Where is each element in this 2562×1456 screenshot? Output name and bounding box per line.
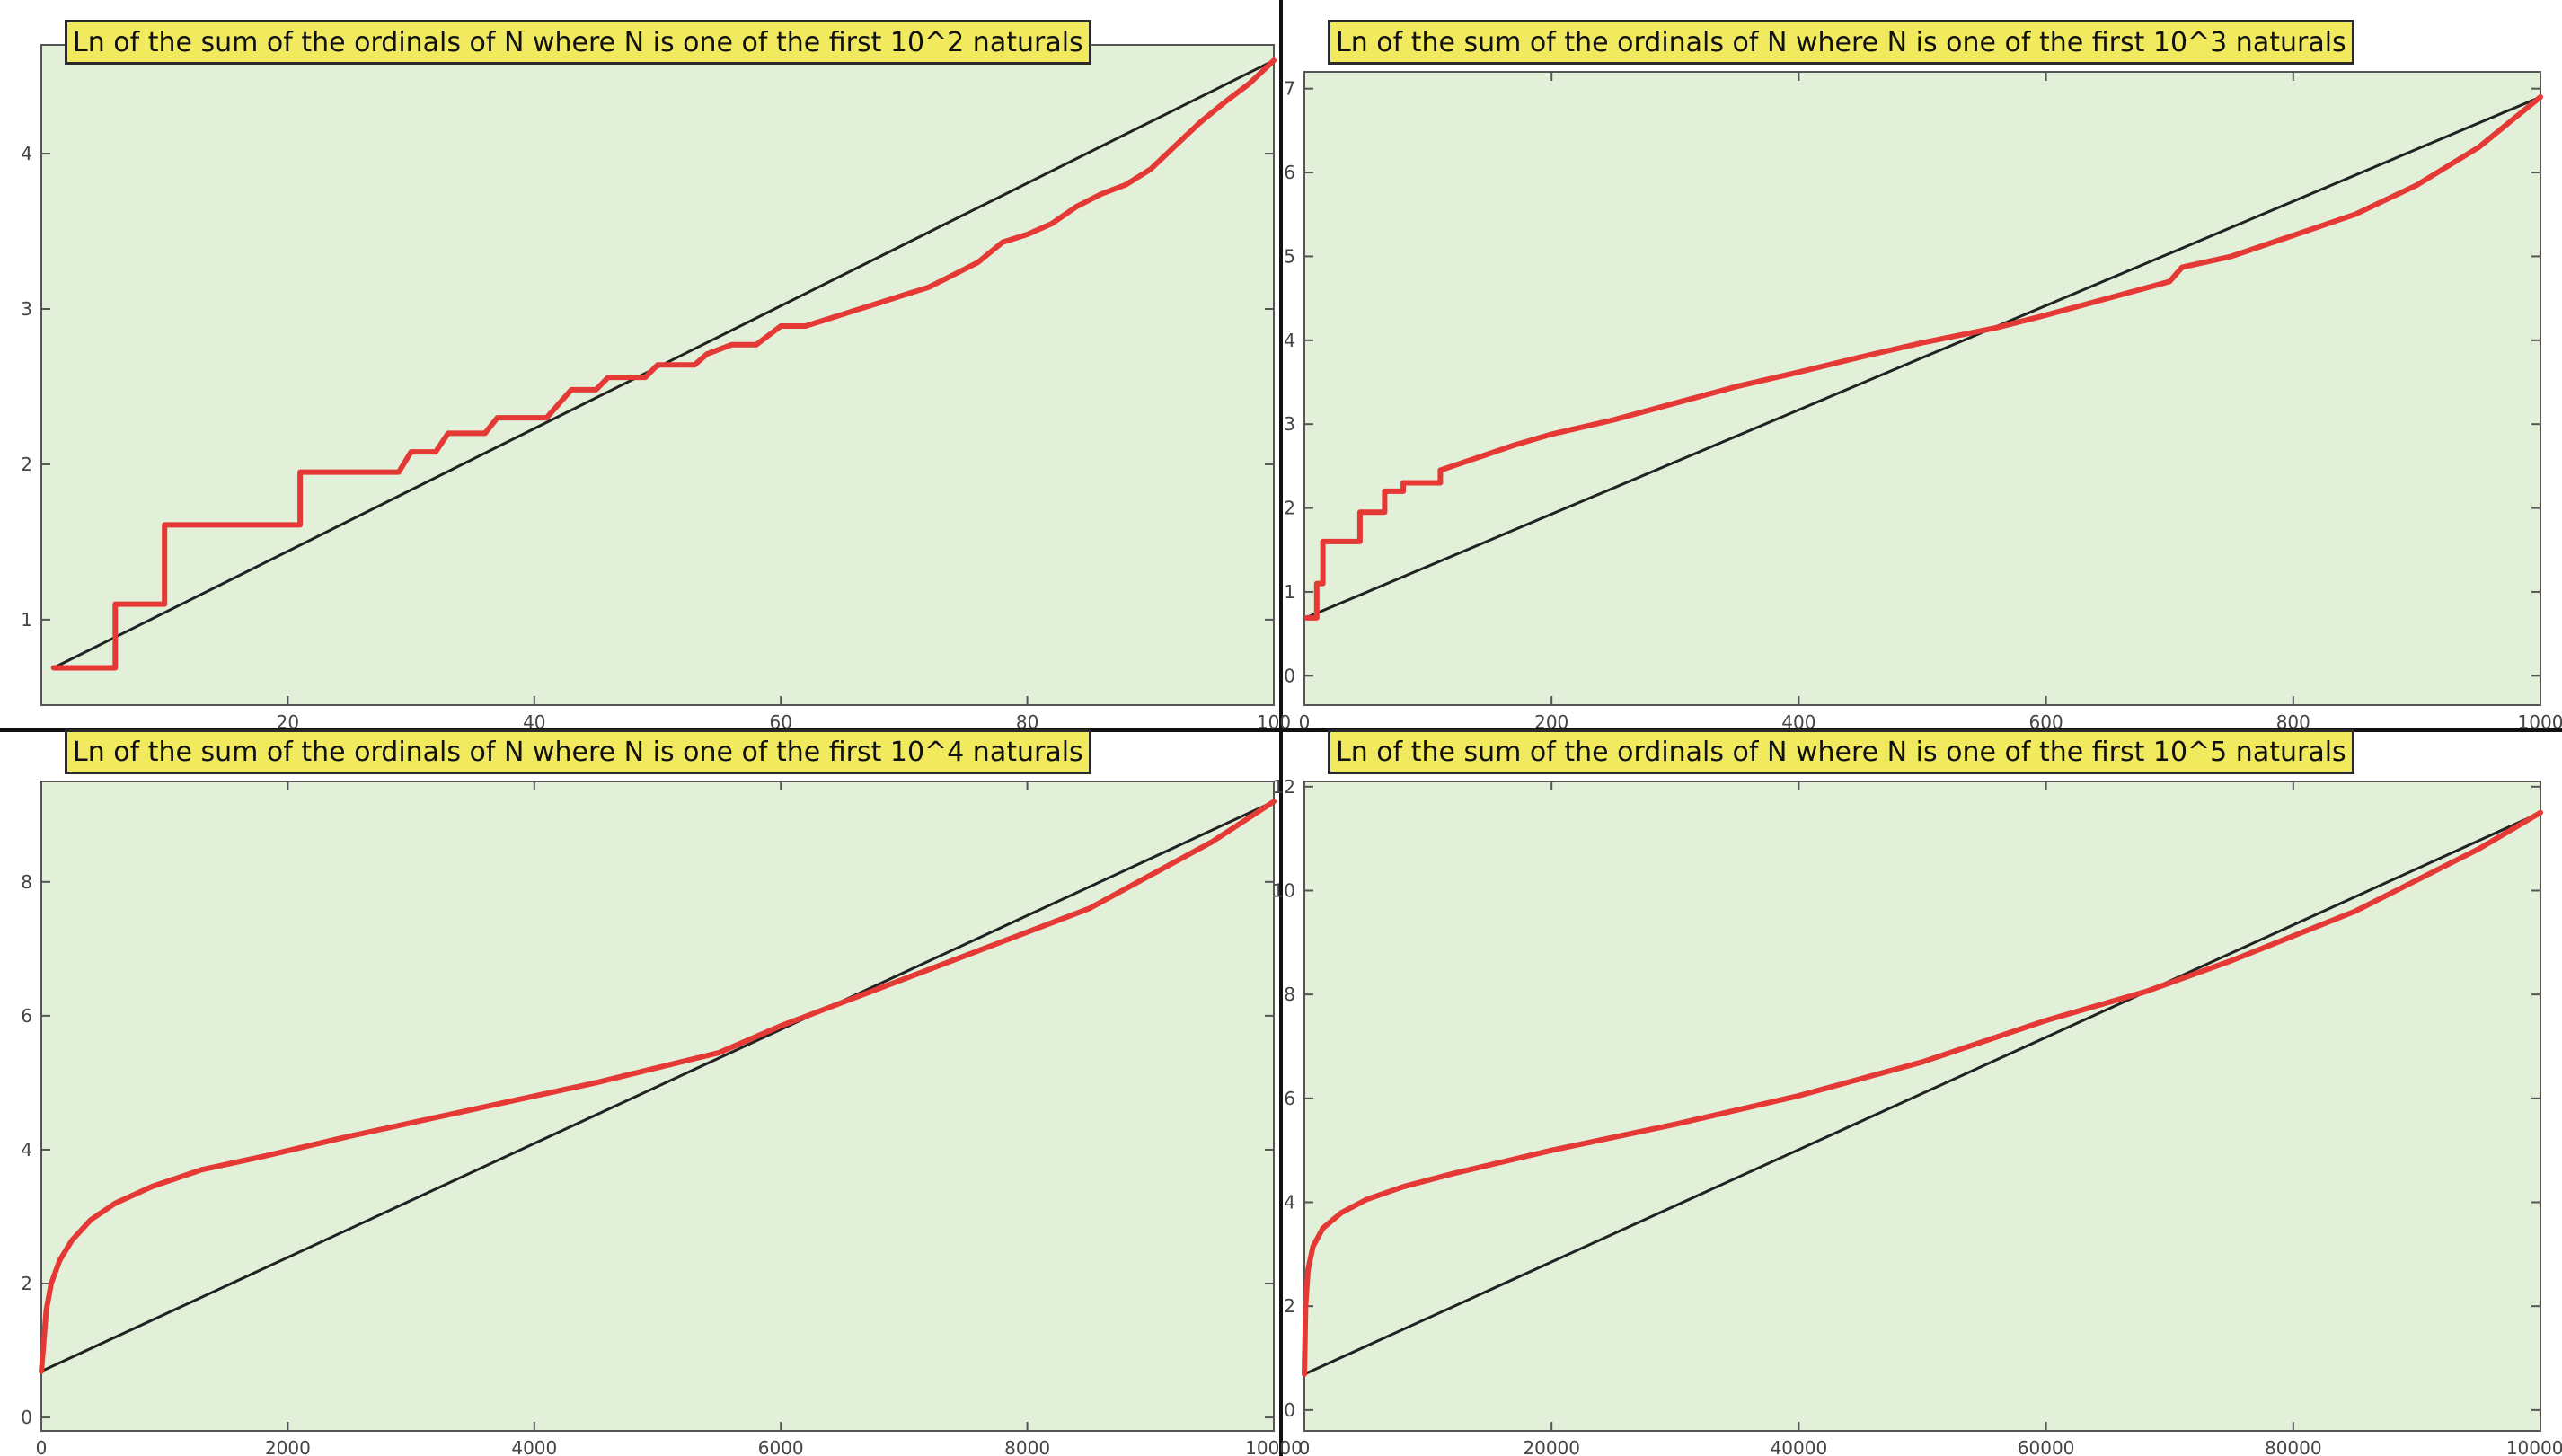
plot-area [40, 781, 1275, 1432]
y-tick-label: 12 [1273, 776, 1295, 798]
y-tick-label: 2 [21, 1273, 32, 1294]
x-tick-label: 40000 [1771, 1437, 1828, 1456]
plot-area [40, 44, 1275, 706]
series-line-reference [40, 799, 1276, 1373]
series-line-red [1303, 94, 2543, 621]
x-tick-label: 20000 [1523, 1437, 1580, 1456]
series-line-red [50, 57, 1277, 671]
x-tick-label: 8000 [1004, 1437, 1050, 1456]
y-tick-label: 1 [1284, 581, 1295, 603]
y-tick-label: 4 [21, 143, 32, 164]
y-tick-label: 10 [1273, 879, 1295, 901]
y-tick-label: 5 [1284, 245, 1295, 267]
x-tick-label: 6000 [758, 1437, 804, 1456]
y-tick-label: 1 [21, 609, 32, 631]
chart-title: Ln of the sum of the ordinals of N where… [1328, 20, 2354, 65]
chart-title: Ln of the sum of the ordinals of N where… [65, 729, 1091, 774]
y-tick-label: 0 [1284, 1399, 1295, 1421]
y-tick-label: 8 [1284, 984, 1295, 1005]
chart-panel-1e3: 0 200 400 600 800 1000 0 1 2 3 4 5 6 7 Ln of the sum … [1284, 20, 2562, 733]
chart-panel-1e4: 0 2000 4000 6000 8000 10000 0 2 4 6 8 Ln of the su… [0, 0, 1303, 1456]
x-tick-label: 60000 [2018, 1437, 2075, 1456]
chart-title: Ln of the sum of the ordinals of N where… [65, 20, 1091, 65]
horizontal-divider [0, 728, 2562, 732]
series-line-reference [1303, 811, 2542, 1376]
x-tick-label: 0 [36, 1437, 48, 1456]
series-line-reference [1303, 95, 2542, 620]
y-tick-label: 6 [1284, 1088, 1295, 1109]
series-line-red [1302, 809, 2543, 1377]
y-tick-label: 0 [1284, 665, 1295, 686]
y-tick-label: 0 [21, 1407, 32, 1428]
x-tick-label: 2000 [265, 1437, 311, 1456]
series-line-red [39, 799, 1277, 1374]
x-tick-label: 4000 [511, 1437, 557, 1456]
y-tick-label: 2 [1284, 498, 1295, 519]
y-tick-label: 2 [1284, 1295, 1295, 1317]
vertical-divider [1279, 0, 1283, 1456]
x-tick-label: 1000 [2518, 711, 2562, 733]
y-tick-label: 6 [1284, 162, 1295, 183]
y-tick-label: 7 [1284, 78, 1295, 100]
x-tick-label: 10000 [1245, 1437, 1303, 1456]
x-tick-label: 0 [1299, 1437, 1311, 1456]
x-tick-label: 80000 [2265, 1437, 2322, 1456]
y-tick-label: 4 [1284, 330, 1295, 351]
x-tick-label: 100 [1257, 711, 1291, 733]
y-tick-label: 8 [21, 871, 32, 893]
y-tick-label: 4 [1284, 1192, 1295, 1213]
y-tick-label: 2 [21, 454, 32, 475]
plot-area [1303, 71, 2541, 706]
chart-panel-1e2: 20 40 60 80 100 1 2 3 4 Ln of the sum of the ord… [0, 0, 1291, 733]
y-tick-label: 3 [1284, 413, 1295, 435]
plot-area [1303, 781, 2541, 1432]
y-tick-label: 3 [21, 298, 32, 320]
chart-title: Ln of the sum of the ordinals of N where… [1328, 729, 2354, 774]
x-tick-label: 0 [1299, 711, 1311, 733]
y-tick-label: 6 [21, 1005, 32, 1027]
chart-svg: 0 2000 4000 6000 8000 10000 0 2 4 6 8 [21, 781, 1303, 1456]
y-tick-label: 4 [21, 1139, 32, 1160]
